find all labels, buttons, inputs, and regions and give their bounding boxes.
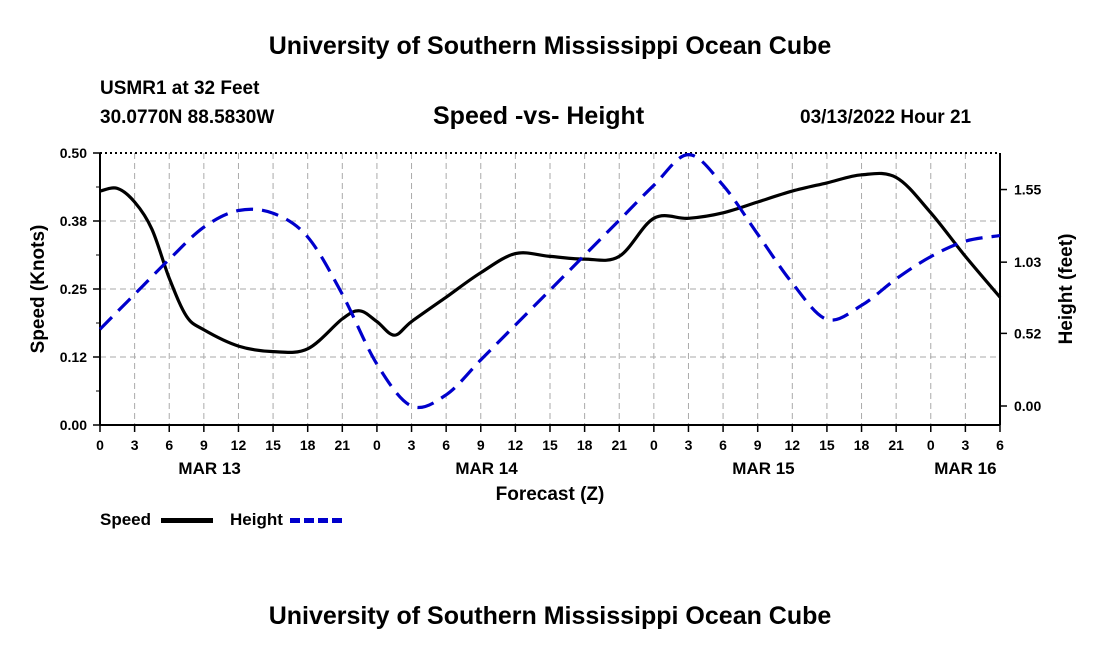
chart-subtitle: Speed -vs- Height bbox=[433, 102, 645, 130]
x-axis-title: Forecast (Z) bbox=[496, 484, 605, 505]
x-tick-label: 18 bbox=[300, 437, 316, 453]
chart-grid bbox=[100, 153, 1000, 425]
y-tick-label: 0.00 bbox=[60, 417, 87, 433]
x-tick-label: 3 bbox=[961, 437, 969, 453]
x-tick-label: 3 bbox=[408, 437, 416, 453]
x-tick-label: 18 bbox=[854, 437, 870, 453]
legend-height-swatch bbox=[290, 518, 342, 523]
x-tick-label: 15 bbox=[819, 437, 835, 453]
date-label: MAR 14 bbox=[455, 459, 518, 478]
x-tick-label: 3 bbox=[685, 437, 693, 453]
x-tick-label: 0 bbox=[96, 437, 104, 453]
x-tick-label: 6 bbox=[996, 437, 1004, 453]
chart-series bbox=[98, 153, 1002, 410]
x-tick-label: 12 bbox=[785, 437, 801, 453]
x-tick-label: 6 bbox=[442, 437, 450, 453]
x-tick-label: 15 bbox=[265, 437, 281, 453]
height-series-line bbox=[98, 153, 1001, 410]
chart-axes bbox=[93, 152, 1007, 432]
x-tick-label: 9 bbox=[200, 437, 208, 453]
y2-tick-label: 0.52 bbox=[1014, 325, 1041, 341]
x-tick-label: 3 bbox=[131, 437, 139, 453]
date-label: MAR 13 bbox=[178, 459, 240, 478]
x-tick-label: 0 bbox=[373, 437, 381, 453]
y-tick-label: 0.50 bbox=[60, 145, 87, 161]
x-tick-label: 21 bbox=[888, 437, 904, 453]
x-tick-label: 18 bbox=[577, 437, 593, 453]
x-tick-label: 21 bbox=[611, 437, 627, 453]
x-tick-label: 0 bbox=[927, 437, 935, 453]
speed-series-line bbox=[99, 171, 1002, 355]
x-tick-label: 12 bbox=[508, 437, 524, 453]
y-tick-label: 0.12 bbox=[60, 349, 87, 365]
x-tick-label: 21 bbox=[335, 437, 351, 453]
station-label: USMR1 at 32 Feet bbox=[100, 78, 260, 99]
date-label: MAR 16 bbox=[934, 459, 996, 478]
x-tick-label: 6 bbox=[165, 437, 173, 453]
y2-tick-label: 0.00 bbox=[1014, 398, 1041, 414]
y2-axis-title: Height (feet) bbox=[1056, 234, 1077, 345]
x-tick-label: 15 bbox=[542, 437, 558, 453]
y2-tick-label: 1.55 bbox=[1014, 182, 1041, 198]
y-tick-label: 0.25 bbox=[60, 281, 87, 297]
x-tick-label: 9 bbox=[477, 437, 485, 453]
legend-speed-swatch bbox=[161, 518, 213, 523]
legend-speed-label: Speed bbox=[100, 510, 152, 529]
forecast-datetime: 03/13/2022 Hour 21 bbox=[800, 107, 972, 128]
x-tick-label: 12 bbox=[231, 437, 247, 453]
chart-title: University of Southern Mississippi Ocean… bbox=[268, 32, 832, 60]
y2-tick-label: 1.03 bbox=[1014, 254, 1041, 270]
y-tick-label: 0.38 bbox=[60, 213, 87, 229]
footer-title: University of Southern Mississippi Ocean… bbox=[268, 602, 832, 630]
chart-axis-labels: 0 3 6 9 12 15 18 21 0 3 6 9 12 15 18 21 0 3 6 9 12 15 18 21 0 3 6M… bbox=[28, 145, 1077, 505]
date-label: MAR 15 bbox=[732, 459, 794, 478]
station-coordinates: 30.0770N 88.5830W bbox=[100, 107, 275, 128]
speed-height-chart: 0 3 6 9 12 15 18 21 0 3 6 9 12 15 18 21 0 3 6 9 12 15 18 21 0 3 6M… bbox=[28, 145, 1077, 505]
x-tick-label: 9 bbox=[754, 437, 762, 453]
y-axis-title: Speed (Knots) bbox=[28, 225, 49, 354]
x-tick-label: 6 bbox=[719, 437, 727, 453]
x-tick-label: 0 bbox=[650, 437, 658, 453]
legend-height-label: Height bbox=[230, 510, 283, 529]
